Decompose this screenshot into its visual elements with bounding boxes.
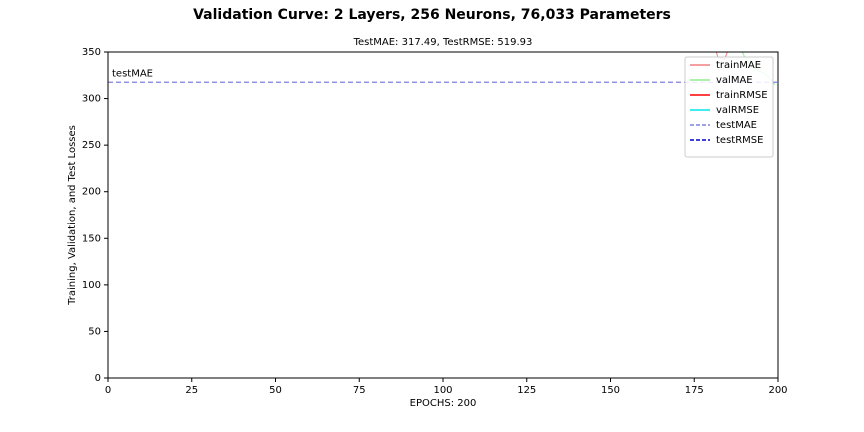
- x-axis-label: EPOCHS: 200: [410, 398, 477, 409]
- legend-box: [684, 56, 774, 158]
- legend-label: trainRMSE: [716, 90, 768, 101]
- y-tick-label: 100: [82, 280, 101, 291]
- y-tick-label: 250: [82, 140, 101, 151]
- test-line-annotation: testMAE: [112, 68, 153, 79]
- y-tick-label: 300: [82, 94, 101, 105]
- x-tick-label: 100: [433, 385, 452, 396]
- x-tick-label: 50: [269, 385, 282, 396]
- chart-subtitle: TestMAE: 317.49, TestRMSE: 519.93: [353, 37, 533, 48]
- legend-label: trainMAE: [716, 60, 761, 71]
- y-tick-label: 350: [82, 47, 101, 58]
- y-tick-label: 0: [95, 373, 101, 384]
- x-tick-label: 125: [517, 385, 536, 396]
- x-tick-label: 200: [768, 385, 787, 396]
- chart-title: Validation Curve: 2 Layers, 256 Neurons,…: [193, 7, 671, 23]
- x-tick-label: 25: [185, 385, 198, 396]
- y-tick-label: 200: [82, 187, 101, 198]
- series-line: [715, 52, 728, 61]
- y-tick-label: 150: [82, 233, 101, 244]
- legend-label: testMAE: [716, 120, 757, 131]
- x-tick-label: 175: [685, 385, 704, 396]
- legend-label: testRMSE: [716, 135, 763, 146]
- y-tick-label: 50: [88, 326, 101, 337]
- x-tick-label: 0: [105, 385, 111, 396]
- legend-label: valMAE: [716, 75, 753, 86]
- legend-label: valRMSE: [716, 105, 759, 116]
- x-tick-label: 150: [601, 385, 620, 396]
- x-tick-label: 75: [353, 385, 366, 396]
- y-axis-label: Training, Validation, and Test Losses: [67, 125, 78, 306]
